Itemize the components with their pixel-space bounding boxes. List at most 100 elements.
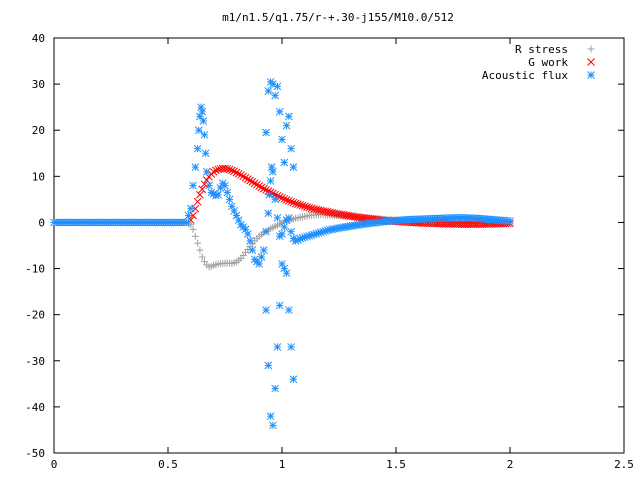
data-marks [50, 77, 514, 430]
y-tick-label: -40 [25, 401, 45, 414]
data-point [225, 195, 234, 204]
y-tick-label: -50 [25, 447, 45, 460]
data-point [269, 421, 277, 430]
data-point [298, 201, 307, 210]
legend-marker [587, 58, 595, 66]
data-point [296, 201, 305, 209]
data-point [255, 182, 264, 190]
data-point [243, 230, 252, 238]
data-point [326, 208, 334, 217]
data-point [265, 190, 274, 199]
data-point [198, 107, 207, 116]
y-tick-label: 30 [32, 78, 45, 91]
data-point [232, 168, 241, 177]
data-point [278, 230, 286, 238]
data-point [287, 343, 295, 351]
x-tick-label: 0 [51, 458, 58, 471]
data-point [214, 190, 223, 199]
data-point [282, 195, 291, 204]
data-point [330, 209, 339, 218]
data-point [291, 199, 300, 208]
data-point [225, 165, 234, 174]
data-point [241, 173, 250, 182]
data-point [194, 239, 202, 247]
data-point [300, 202, 309, 211]
data-point [212, 166, 220, 175]
data-point [257, 253, 266, 261]
data-point [262, 128, 270, 137]
data-point [200, 180, 209, 189]
data-point [284, 213, 293, 222]
data-point [273, 213, 282, 222]
legend-marker [587, 45, 595, 53]
data-point [193, 197, 202, 206]
data-point [237, 171, 245, 179]
data-point [312, 205, 321, 214]
data-point [197, 103, 205, 112]
data-point [284, 306, 293, 314]
data-point [189, 225, 197, 233]
data-point [253, 180, 261, 189]
data-point [257, 183, 266, 192]
series-acoustic-flux [50, 77, 514, 430]
data-point [278, 135, 286, 144]
data-point [264, 209, 273, 218]
data-point [243, 175, 252, 183]
data-point [271, 195, 280, 204]
data-point [278, 194, 286, 202]
data-point [289, 198, 298, 207]
data-point [189, 181, 197, 190]
data-point [319, 207, 327, 215]
data-point [223, 188, 232, 197]
data-point [287, 227, 295, 236]
y-tick-label: 40 [32, 32, 45, 45]
data-point [284, 112, 293, 121]
data-point [232, 211, 241, 220]
plot-area [53, 37, 625, 454]
data-point [506, 217, 514, 225]
data-point [214, 165, 223, 174]
data-point [198, 253, 206, 261]
data-point [289, 375, 298, 384]
data-point [273, 343, 282, 351]
legend-marker [587, 71, 595, 79]
chart-title: m1/n1.5/q1.75/r-+.30-j155/M10.0/512 [222, 11, 454, 24]
data-point [275, 107, 284, 116]
x-tick-label: 1.5 [386, 458, 406, 471]
x-tick-label: 1 [279, 458, 286, 471]
data-point [205, 181, 213, 190]
y-tick-label: -20 [25, 309, 45, 322]
data-point [262, 306, 270, 314]
axes: 40 30 20 10 0 -10 -20 -30 -40 -50 0 0.5 1 1.5 2 2.5 [25, 32, 634, 471]
data-point [201, 149, 210, 158]
data-point [287, 144, 295, 153]
data-point [266, 177, 275, 185]
data-point [221, 164, 229, 173]
data-point [271, 91, 280, 100]
data-point [184, 211, 193, 220]
data-point [186, 204, 195, 213]
data-point [259, 184, 268, 193]
data-point [280, 195, 289, 203]
data-point [199, 117, 208, 125]
data-point [316, 206, 325, 215]
data-point [307, 204, 316, 213]
data-point [305, 203, 314, 212]
data-point [262, 186, 270, 194]
data-point [221, 181, 229, 190]
data-point [328, 208, 337, 217]
y-tick-label: 0 [38, 216, 45, 229]
data-point [191, 232, 199, 240]
data-point [314, 206, 323, 214]
data-point [200, 130, 209, 139]
data-point [332, 209, 341, 218]
data-point [282, 121, 291, 130]
data-point [223, 165, 232, 173]
data-point [287, 197, 295, 206]
data-point [246, 176, 254, 185]
x-tick-label: 2.5 [614, 458, 634, 471]
data-point [248, 246, 257, 254]
y-tick-label: -10 [25, 263, 45, 276]
data-point [191, 163, 200, 171]
